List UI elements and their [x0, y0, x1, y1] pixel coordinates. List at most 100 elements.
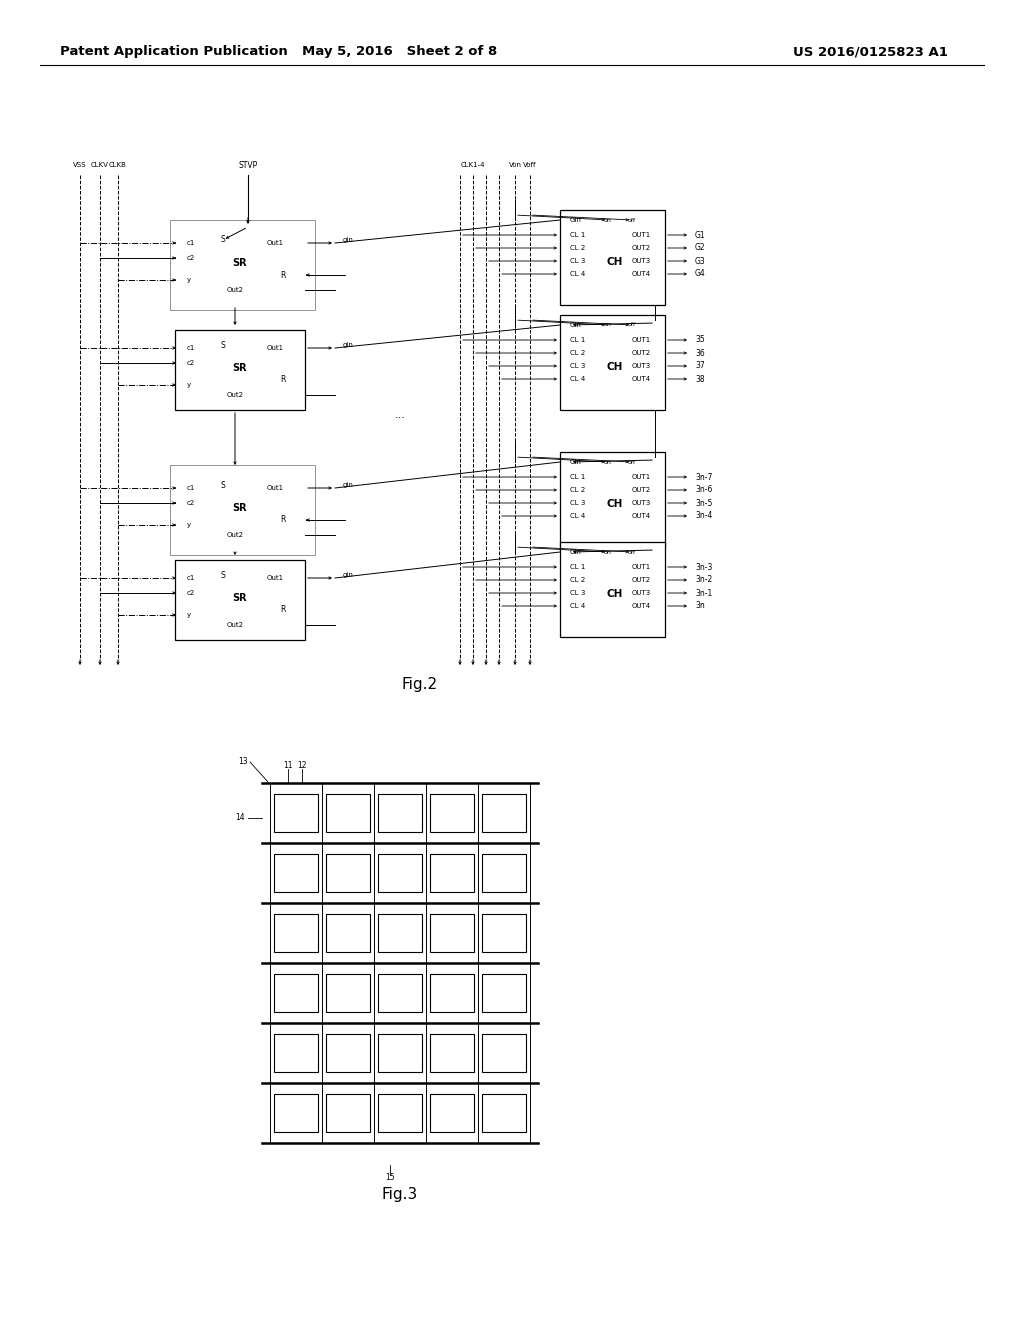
Text: S: S	[220, 570, 225, 579]
Bar	[482, 854, 526, 892]
Text: Gin: Gin	[570, 322, 582, 327]
Text: CLKB: CLKB	[110, 162, 127, 168]
Text: OUT4: OUT4	[632, 376, 651, 381]
Bar	[378, 854, 422, 892]
Text: Out1: Out1	[266, 484, 284, 491]
Text: on: on	[604, 459, 612, 465]
Text: Patent Application Publication: Patent Application Publication	[60, 45, 288, 58]
Text: G4: G4	[695, 269, 706, 279]
Text: 12: 12	[297, 762, 307, 771]
Text: OUT2: OUT2	[632, 350, 651, 356]
Text: y: y	[187, 521, 191, 528]
Text: CH: CH	[607, 362, 624, 372]
Text: Out1: Out1	[266, 240, 284, 246]
Text: on: on	[604, 322, 612, 327]
Text: G3: G3	[695, 256, 706, 265]
Text: c2: c2	[187, 500, 196, 506]
Text: off: off	[628, 549, 636, 554]
Text: y: y	[187, 381, 191, 388]
Text: CH: CH	[607, 589, 624, 599]
Text: SR: SR	[232, 503, 248, 513]
Bar	[274, 854, 318, 892]
Bar	[274, 795, 318, 832]
Text: 14: 14	[236, 813, 245, 822]
Text: Out2: Out2	[226, 392, 244, 399]
Text: Gin: Gin	[570, 459, 582, 465]
Bar	[430, 1094, 474, 1133]
Text: 35: 35	[695, 335, 705, 345]
Bar	[430, 1034, 474, 1072]
Text: 3n-6: 3n-6	[695, 486, 713, 495]
Bar	[274, 913, 318, 952]
Text: c1: c1	[187, 345, 196, 351]
Text: OUT2: OUT2	[632, 577, 651, 583]
Text: OUT4: OUT4	[632, 603, 651, 609]
Bar	[274, 1034, 318, 1072]
Text: 3n-4: 3n-4	[695, 511, 713, 520]
Bar	[430, 974, 474, 1012]
Bar	[326, 974, 370, 1012]
Bar	[482, 913, 526, 952]
Bar	[170, 220, 315, 310]
Bar	[175, 560, 305, 640]
Text: OUT3: OUT3	[632, 500, 651, 506]
Text: gin: gin	[343, 238, 354, 243]
Text: 3n-3: 3n-3	[695, 562, 713, 572]
Text: CL 2: CL 2	[570, 577, 586, 583]
Text: CLKV: CLKV	[91, 162, 109, 168]
Bar	[430, 854, 474, 892]
Text: OUT3: OUT3	[632, 257, 651, 264]
Bar	[560, 315, 665, 411]
Text: on: on	[604, 549, 612, 554]
Text: 3n-2: 3n-2	[695, 576, 713, 585]
Text: Fig.3: Fig.3	[382, 1188, 418, 1203]
Text: May 5, 2016   Sheet 2 of 8: May 5, 2016 Sheet 2 of 8	[302, 45, 498, 58]
Bar	[430, 913, 474, 952]
Text: Out1: Out1	[266, 345, 284, 351]
Text: OUT4: OUT4	[632, 271, 651, 277]
Text: Out2: Out2	[226, 622, 244, 628]
Text: CL 4: CL 4	[570, 271, 586, 277]
Text: Out2: Out2	[226, 286, 244, 293]
Bar	[170, 465, 315, 554]
Text: Gin: Gin	[570, 216, 582, 223]
Text: Gin: Gin	[570, 549, 582, 554]
Text: OUT3: OUT3	[632, 590, 651, 597]
Text: gin: gin	[343, 342, 354, 348]
Bar	[378, 1034, 422, 1072]
Text: OUT3: OUT3	[632, 363, 651, 370]
Bar	[378, 1094, 422, 1133]
Text: OUT2: OUT2	[632, 246, 651, 251]
Text: CL 1: CL 1	[570, 232, 586, 238]
Bar	[274, 974, 318, 1012]
Text: R: R	[281, 271, 286, 280]
Text: CL 1: CL 1	[570, 474, 586, 480]
Text: y: y	[187, 277, 191, 282]
Bar	[378, 795, 422, 832]
Text: CL 3: CL 3	[570, 590, 586, 597]
Text: CL 3: CL 3	[570, 500, 586, 506]
Text: R: R	[281, 606, 286, 615]
Text: S: S	[220, 235, 225, 244]
Text: c2: c2	[187, 590, 196, 597]
Text: CL 3: CL 3	[570, 363, 586, 370]
Text: off: off	[628, 322, 636, 327]
Text: SR: SR	[232, 257, 248, 268]
Text: ...: ...	[394, 411, 406, 420]
Bar	[175, 470, 305, 550]
Bar	[326, 854, 370, 892]
Text: CL 1: CL 1	[570, 564, 586, 570]
Text: c1: c1	[187, 240, 196, 246]
Text: CL 2: CL 2	[570, 487, 586, 492]
Bar	[326, 795, 370, 832]
Text: Voff: Voff	[523, 162, 537, 168]
Text: STVP: STVP	[239, 161, 258, 169]
Text: 15: 15	[385, 1172, 395, 1181]
Text: CL 2: CL 2	[570, 350, 586, 356]
Bar	[560, 210, 665, 305]
Bar	[482, 974, 526, 1012]
Text: G2: G2	[695, 243, 706, 252]
Text: SR: SR	[232, 363, 248, 374]
Text: gin: gin	[343, 572, 354, 578]
Text: CLK1-4: CLK1-4	[461, 162, 485, 168]
